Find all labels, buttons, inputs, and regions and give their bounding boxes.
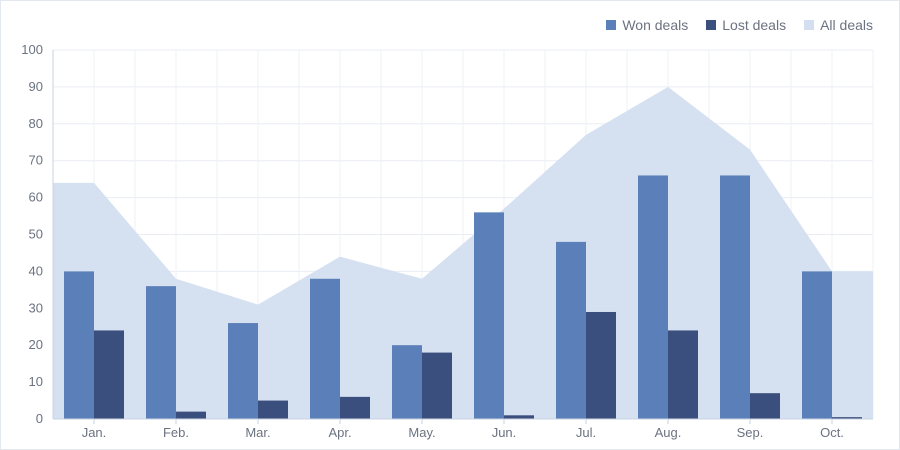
legend-label-all: All deals (820, 17, 873, 33)
legend-label-won: Won deals (622, 17, 689, 33)
bar-lost-deals (94, 330, 124, 419)
legend-item-all[interactable]: All deals (804, 17, 873, 33)
chart-legend: Won deals Lost deals All deals (606, 17, 873, 33)
bar-won-deals (228, 323, 258, 419)
bar-lost-deals (422, 352, 452, 419)
x-tick-label: Jun. (492, 425, 517, 440)
y-tick-label: 40 (29, 263, 43, 278)
bar-won-deals (64, 271, 94, 419)
bar-lost-deals (586, 311, 616, 419)
x-tick-label: Feb. (163, 425, 189, 440)
y-tick-label: 50 (29, 227, 43, 242)
bar-won-deals (474, 212, 504, 419)
y-tick-label: 80 (29, 116, 43, 131)
bar-lost-deals (750, 393, 780, 419)
bar-won-deals (720, 175, 750, 419)
bar-lost-deals (176, 411, 206, 419)
bar-won-deals (146, 286, 176, 419)
bar-won-deals (556, 241, 586, 419)
y-tick-label: 30 (29, 300, 43, 315)
x-tick-label: Apr. (328, 425, 351, 440)
bar-won-deals (802, 271, 832, 419)
y-tick-label: 100 (21, 42, 43, 57)
bar-won-deals (392, 345, 422, 419)
legend-swatch-all (804, 20, 815, 30)
x-tick-label: May. (408, 425, 435, 440)
bar-lost-deals (832, 417, 862, 419)
bar-lost-deals (668, 330, 698, 419)
legend-swatch-lost (706, 20, 717, 30)
x-tick-label: Mar. (245, 425, 270, 440)
y-tick-label: 60 (29, 190, 43, 205)
legend-label-lost: Lost deals (722, 17, 787, 33)
y-tick-label: 70 (29, 153, 43, 168)
x-tick-label: Sep. (737, 425, 764, 440)
x-tick-label: Jul. (576, 425, 596, 440)
y-tick-label: 20 (29, 337, 43, 352)
x-tick-label: Oct. (820, 425, 844, 440)
legend-item-lost[interactable]: Lost deals (706, 17, 786, 33)
x-tick-label: Jan. (82, 425, 107, 440)
legend-item-won[interactable]: Won deals (606, 17, 688, 33)
y-tick-label: 0 (36, 411, 43, 426)
legend-swatch-won (606, 20, 617, 30)
x-tick-label: Aug. (655, 425, 682, 440)
y-tick-label: 10 (29, 374, 43, 389)
bar-won-deals (310, 278, 340, 419)
y-tick-label: 90 (29, 79, 43, 94)
bar-lost-deals (504, 415, 534, 419)
bar-won-deals (638, 175, 668, 419)
bar-lost-deals (258, 400, 288, 419)
bar-lost-deals (340, 396, 370, 419)
